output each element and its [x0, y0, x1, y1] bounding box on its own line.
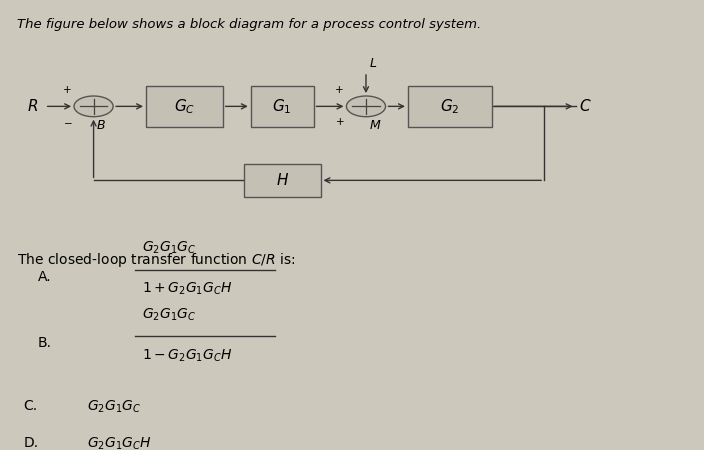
Text: $1+G_2G_1G_CH$: $1+G_2G_1G_CH$ — [142, 281, 233, 297]
Text: $1-G_2G_1G_CH$: $1-G_2G_1G_CH$ — [142, 347, 233, 364]
Text: A.: A. — [38, 270, 51, 284]
Text: $G_2$: $G_2$ — [440, 97, 460, 116]
Text: $-$: $-$ — [63, 117, 73, 127]
Text: $G_2G_1G_C$: $G_2G_1G_C$ — [142, 306, 196, 323]
Text: $B$: $B$ — [96, 118, 106, 131]
Text: B.: B. — [38, 336, 51, 350]
Text: $R$: $R$ — [27, 99, 39, 114]
Text: C.: C. — [24, 399, 38, 413]
Bar — [408, 86, 491, 127]
Text: +: + — [63, 85, 71, 95]
Bar — [244, 164, 320, 197]
Circle shape — [346, 96, 386, 117]
Text: The closed-loop transfer function $C/R$ is:: The closed-loop transfer function $C/R$ … — [17, 251, 295, 269]
Text: $H$: $H$ — [276, 172, 289, 189]
Text: +: + — [335, 85, 344, 95]
Text: $G_2G_1G_C$: $G_2G_1G_C$ — [142, 240, 196, 256]
Text: The figure below shows a block diagram for a process control system.: The figure below shows a block diagram f… — [17, 18, 481, 31]
Bar — [146, 86, 222, 127]
Circle shape — [74, 96, 113, 117]
Text: $G_C$: $G_C$ — [174, 97, 195, 116]
Text: +: + — [337, 117, 345, 127]
Text: $L$: $L$ — [370, 57, 377, 70]
Text: D.: D. — [24, 436, 39, 450]
Text: $G_2G_1G_C$: $G_2G_1G_C$ — [87, 399, 141, 415]
Text: $G_2G_1G_CH$: $G_2G_1G_CH$ — [87, 436, 151, 450]
Text: $M$: $M$ — [369, 118, 381, 131]
Text: $G_1$: $G_1$ — [272, 97, 292, 116]
Text: $C$: $C$ — [579, 99, 591, 114]
Bar — [251, 86, 313, 127]
